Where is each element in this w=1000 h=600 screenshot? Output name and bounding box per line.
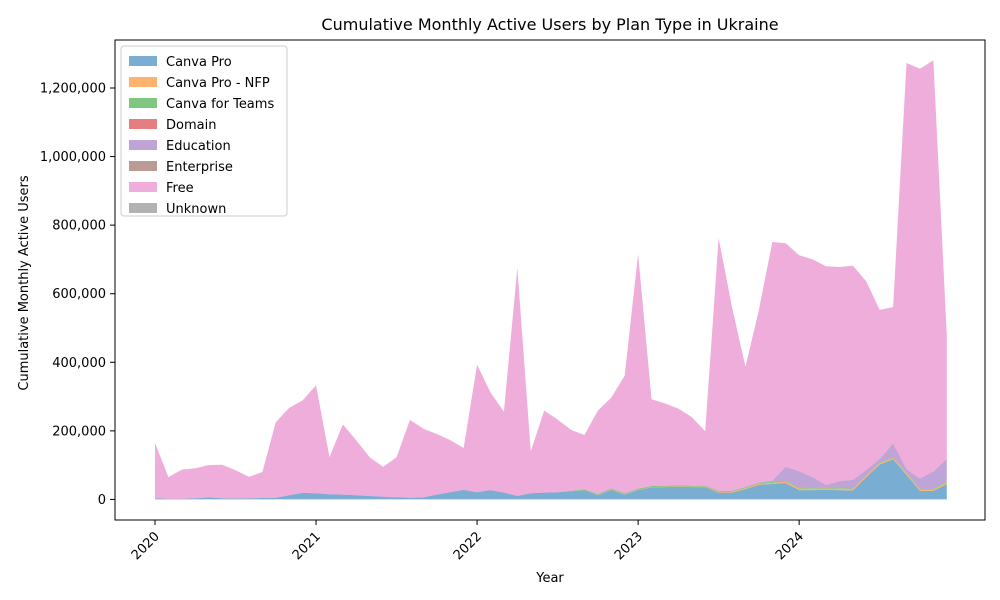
x-tick-label: 2021 — [290, 529, 324, 563]
y-tick-label: 1,200,000 — [40, 82, 106, 97]
legend-item-canva-pro-nfp: Canva Pro - NFP — [129, 76, 270, 91]
legend-swatch — [129, 161, 157, 171]
area-series-group — [155, 60, 947, 500]
legend-label: Free — [166, 181, 194, 196]
y-tick-label: 1,000,000 — [40, 150, 106, 165]
legend-item-domain: Domain — [129, 118, 216, 133]
y-tick-label: 400,000 — [52, 356, 106, 371]
legend-item-unknown: Unknown — [129, 202, 226, 217]
legend-label: Unknown — [166, 202, 226, 217]
x-tick-label: 2024 — [773, 529, 807, 563]
legend-item-education: Education — [129, 139, 231, 154]
legend-swatch — [129, 203, 157, 213]
legend-item-free: Free — [129, 181, 194, 196]
legend: Canva Pro Canva Pro - NFP Canva for Teams D… — [120, 45, 288, 217]
area-canva-pro — [155, 459, 947, 500]
chart-title: Cumulative Monthly Active Users by Plan … — [321, 15, 778, 34]
y-tick-label: 200,000 — [52, 424, 106, 439]
x-ticks-group: 2020 2021 2022 2023 2024 — [129, 520, 807, 563]
axes-group — [114, 39, 986, 521]
legend-swatch — [129, 77, 157, 87]
legend-swatch — [129, 56, 157, 66]
legend-item-canva-for-teams: Canva for Teams — [129, 97, 274, 112]
y-ticks-group: 0 200,000 400,000 600,000 800,000 1,000,000 1,… — [40, 82, 115, 508]
area-education — [155, 443, 947, 499]
y-axis-title: Cumulative Monthly Active Users — [17, 175, 32, 390]
legend-box — [120, 45, 288, 217]
legend-swatch — [129, 182, 157, 192]
legend-label: Canva Pro - NFP — [166, 76, 270, 91]
plot-frame — [114, 39, 986, 521]
legend-item-enterprise: Enterprise — [129, 160, 233, 175]
area-free — [155, 60, 947, 499]
legend-item-canva-pro: Canva Pro — [129, 55, 232, 70]
y-tick-label: 0 — [98, 493, 106, 508]
y-tick-label: 600,000 — [52, 287, 106, 302]
x-tick-label: 2023 — [612, 529, 646, 563]
legend-label: Enterprise — [166, 160, 233, 175]
legend-swatch — [129, 140, 157, 150]
legend-label: Education — [166, 139, 231, 154]
legend-swatch — [129, 119, 157, 129]
legend-label: Canva for Teams — [166, 97, 274, 112]
legend-label: Domain — [166, 118, 216, 133]
x-tick-label: 2020 — [129, 529, 163, 563]
x-axis-title: Year — [535, 571, 564, 586]
legend-label: Canva Pro — [166, 55, 232, 70]
legend-swatch — [129, 98, 157, 108]
y-tick-label: 800,000 — [52, 219, 106, 234]
x-tick-label: 2022 — [451, 529, 485, 563]
